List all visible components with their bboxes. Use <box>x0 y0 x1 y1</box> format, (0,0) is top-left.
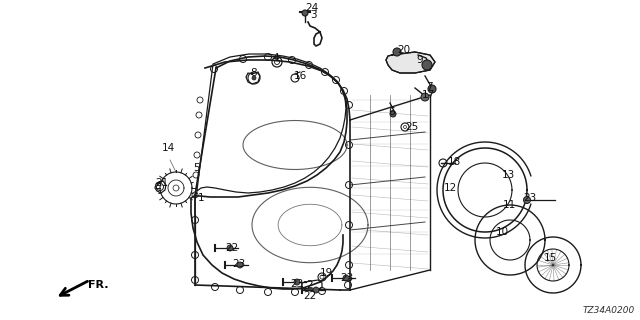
Text: 20: 20 <box>397 45 410 55</box>
Text: 22: 22 <box>225 243 238 253</box>
Text: TZ34A0200: TZ34A0200 <box>583 306 635 315</box>
Circle shape <box>227 245 233 251</box>
Text: 13: 13 <box>502 170 515 180</box>
Text: 10: 10 <box>496 227 509 237</box>
Circle shape <box>428 85 436 93</box>
Text: 14: 14 <box>161 143 175 153</box>
Text: 4: 4 <box>272 53 278 63</box>
Circle shape <box>313 287 319 293</box>
Text: 6: 6 <box>388 107 395 117</box>
Text: 24: 24 <box>305 3 318 13</box>
Polygon shape <box>386 52 435 73</box>
Circle shape <box>294 279 300 285</box>
Text: 17: 17 <box>422 90 435 100</box>
Text: 7: 7 <box>426 82 433 92</box>
Text: 25: 25 <box>405 122 419 132</box>
Text: 23: 23 <box>232 259 245 269</box>
Circle shape <box>237 262 243 268</box>
Text: 5: 5 <box>193 163 200 173</box>
Circle shape <box>524 196 531 204</box>
Text: 23: 23 <box>290 279 303 289</box>
Text: 23: 23 <box>340 273 353 283</box>
Text: 12: 12 <box>444 183 457 193</box>
Circle shape <box>252 76 256 80</box>
Text: 15: 15 <box>543 253 557 263</box>
Text: 11: 11 <box>503 200 516 210</box>
Text: 9: 9 <box>416 55 422 65</box>
Text: 1: 1 <box>198 193 205 203</box>
Text: 19: 19 <box>320 268 333 278</box>
Text: 21: 21 <box>155 178 168 188</box>
Circle shape <box>393 48 401 56</box>
Circle shape <box>302 10 308 16</box>
Text: FR.: FR. <box>88 280 109 290</box>
Circle shape <box>421 93 429 101</box>
Circle shape <box>390 111 396 117</box>
Text: 18: 18 <box>448 157 461 167</box>
Circle shape <box>343 275 349 281</box>
Text: 3: 3 <box>310 10 317 20</box>
Text: 16: 16 <box>294 71 307 81</box>
Text: 23: 23 <box>523 193 536 203</box>
Text: 8: 8 <box>250 68 257 78</box>
Text: 22: 22 <box>303 291 317 301</box>
Text: 2: 2 <box>307 280 314 290</box>
Circle shape <box>422 60 432 70</box>
